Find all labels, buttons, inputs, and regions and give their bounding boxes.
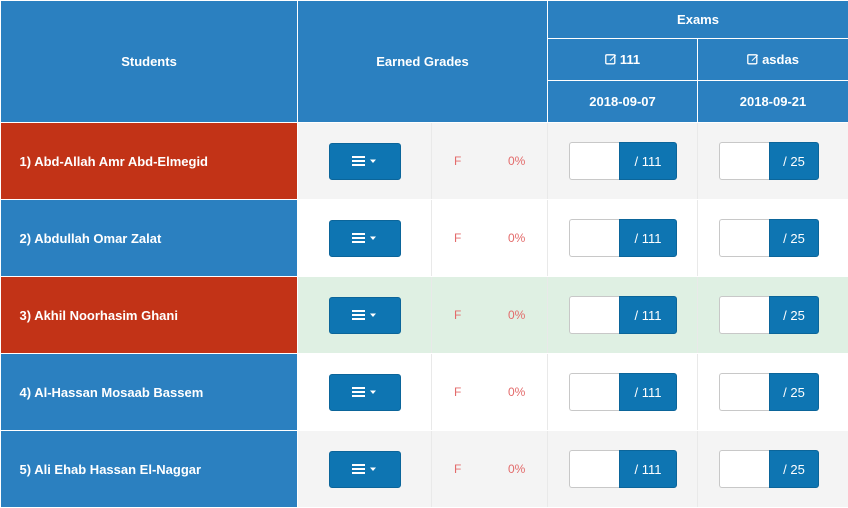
exam-2-max: / 25 bbox=[769, 142, 819, 180]
exam-1-score-input[interactable] bbox=[569, 373, 619, 411]
exam-1-score-input[interactable] bbox=[569, 296, 619, 334]
earned-grades-header: Earned Grades bbox=[297, 0, 548, 123]
exam-1-title[interactable]: 111 bbox=[547, 38, 698, 81]
grade-menu-button[interactable] bbox=[328, 142, 401, 180]
list-dropdown-icon bbox=[351, 464, 376, 474]
letter-grade: F bbox=[454, 154, 462, 168]
grade-percent: 0% bbox=[508, 462, 526, 476]
grade-percent: 0% bbox=[508, 308, 526, 322]
exam-2-score-group: / 25 bbox=[719, 373, 819, 411]
grade-menu-button[interactable] bbox=[328, 450, 401, 488]
exam-1-max: / 111 bbox=[619, 373, 677, 411]
table-row: 5) Ali Ehab Hassan El-Naggar F 0% / 111 bbox=[0, 430, 848, 508]
exam-1-score-group: / 111 bbox=[569, 219, 677, 257]
list-dropdown-icon bbox=[351, 387, 376, 397]
exam-1-score-group: / 111 bbox=[569, 373, 677, 411]
exam-1-date: 2018-09-07 bbox=[547, 80, 698, 123]
exam-2-score-input[interactable] bbox=[719, 142, 769, 180]
grade-percent: 0% bbox=[508, 231, 526, 245]
exam-2-max: / 25 bbox=[769, 296, 819, 334]
exam-2-score-input[interactable] bbox=[719, 373, 769, 411]
students-header: Students bbox=[0, 0, 298, 123]
exam-1-name: 111 bbox=[619, 52, 641, 67]
exam-2-score-group: / 25 bbox=[719, 142, 819, 180]
list-dropdown-icon bbox=[351, 233, 376, 243]
letter-grade: F bbox=[454, 462, 462, 476]
letter-grade: F bbox=[454, 308, 462, 322]
student-name: 1) Abd-Allah Amr Abd-Elmegid bbox=[0, 122, 298, 200]
exam-2-date: 2018-09-21 bbox=[696, 80, 848, 123]
table-row: 3) Akhil Noorhasim Ghani F 0% / 111 bbox=[0, 276, 848, 354]
table-row: 1) Abd-Allah Amr Abd-Elmegid F 0% / 111 bbox=[0, 122, 848, 200]
exam-1-max: / 111 bbox=[619, 142, 677, 180]
grade-percent: 0% bbox=[508, 385, 526, 399]
exam-2-max: / 25 bbox=[769, 450, 819, 488]
exam-2-score-input[interactable] bbox=[719, 450, 769, 488]
table-row: 4) Al-Hassan Mosaab Bassem F 0% / 111 bbox=[0, 353, 848, 431]
student-name: 5) Ali Ehab Hassan El-Naggar bbox=[0, 430, 298, 508]
edit-icon bbox=[747, 54, 759, 65]
exam-1-max: / 111 bbox=[619, 219, 677, 257]
exam-2-score-input[interactable] bbox=[719, 296, 769, 334]
exam-2-score-group: / 25 bbox=[719, 296, 819, 334]
exam-2-score-group: / 25 bbox=[719, 450, 819, 488]
grade-menu-button[interactable] bbox=[328, 296, 401, 334]
student-name: 4) Al-Hassan Mosaab Bassem bbox=[0, 353, 298, 431]
grade-menu-button[interactable] bbox=[328, 219, 401, 257]
exam-2-score-group: / 25 bbox=[719, 219, 819, 257]
letter-grade: F bbox=[454, 385, 462, 399]
exam-2-score-input[interactable] bbox=[719, 219, 769, 257]
exam-2-name: asdas bbox=[762, 52, 799, 67]
exam-1-score-input[interactable] bbox=[569, 219, 619, 257]
grade-menu-button[interactable] bbox=[328, 373, 401, 411]
exam-2-title[interactable]: asdas bbox=[696, 38, 848, 81]
exam-1-score-input[interactable] bbox=[569, 450, 619, 488]
list-dropdown-icon bbox=[351, 310, 376, 320]
letter-grade: F bbox=[454, 231, 462, 245]
exam-1-score-group: / 111 bbox=[569, 142, 677, 180]
exam-1-max: / 111 bbox=[619, 296, 677, 334]
exam-1-score-group: / 111 bbox=[569, 450, 677, 488]
list-dropdown-icon bbox=[351, 156, 376, 166]
exam-1-score-group: / 111 bbox=[569, 296, 677, 334]
grade-percent: 0% bbox=[508, 154, 526, 168]
student-name: 2) Abdullah Omar Zalat bbox=[0, 199, 298, 277]
exam-2-max: / 25 bbox=[769, 219, 819, 257]
exam-1-max: / 111 bbox=[619, 450, 677, 488]
student-name: 3) Akhil Noorhasim Ghani bbox=[0, 276, 298, 354]
edit-icon bbox=[605, 54, 617, 65]
exams-header: Exams bbox=[546, 0, 848, 39]
exam-2-max: / 25 bbox=[769, 373, 819, 411]
table-row: 2) Abdullah Omar Zalat F 0% / 111 bbox=[0, 199, 848, 277]
exam-1-score-input[interactable] bbox=[569, 142, 619, 180]
